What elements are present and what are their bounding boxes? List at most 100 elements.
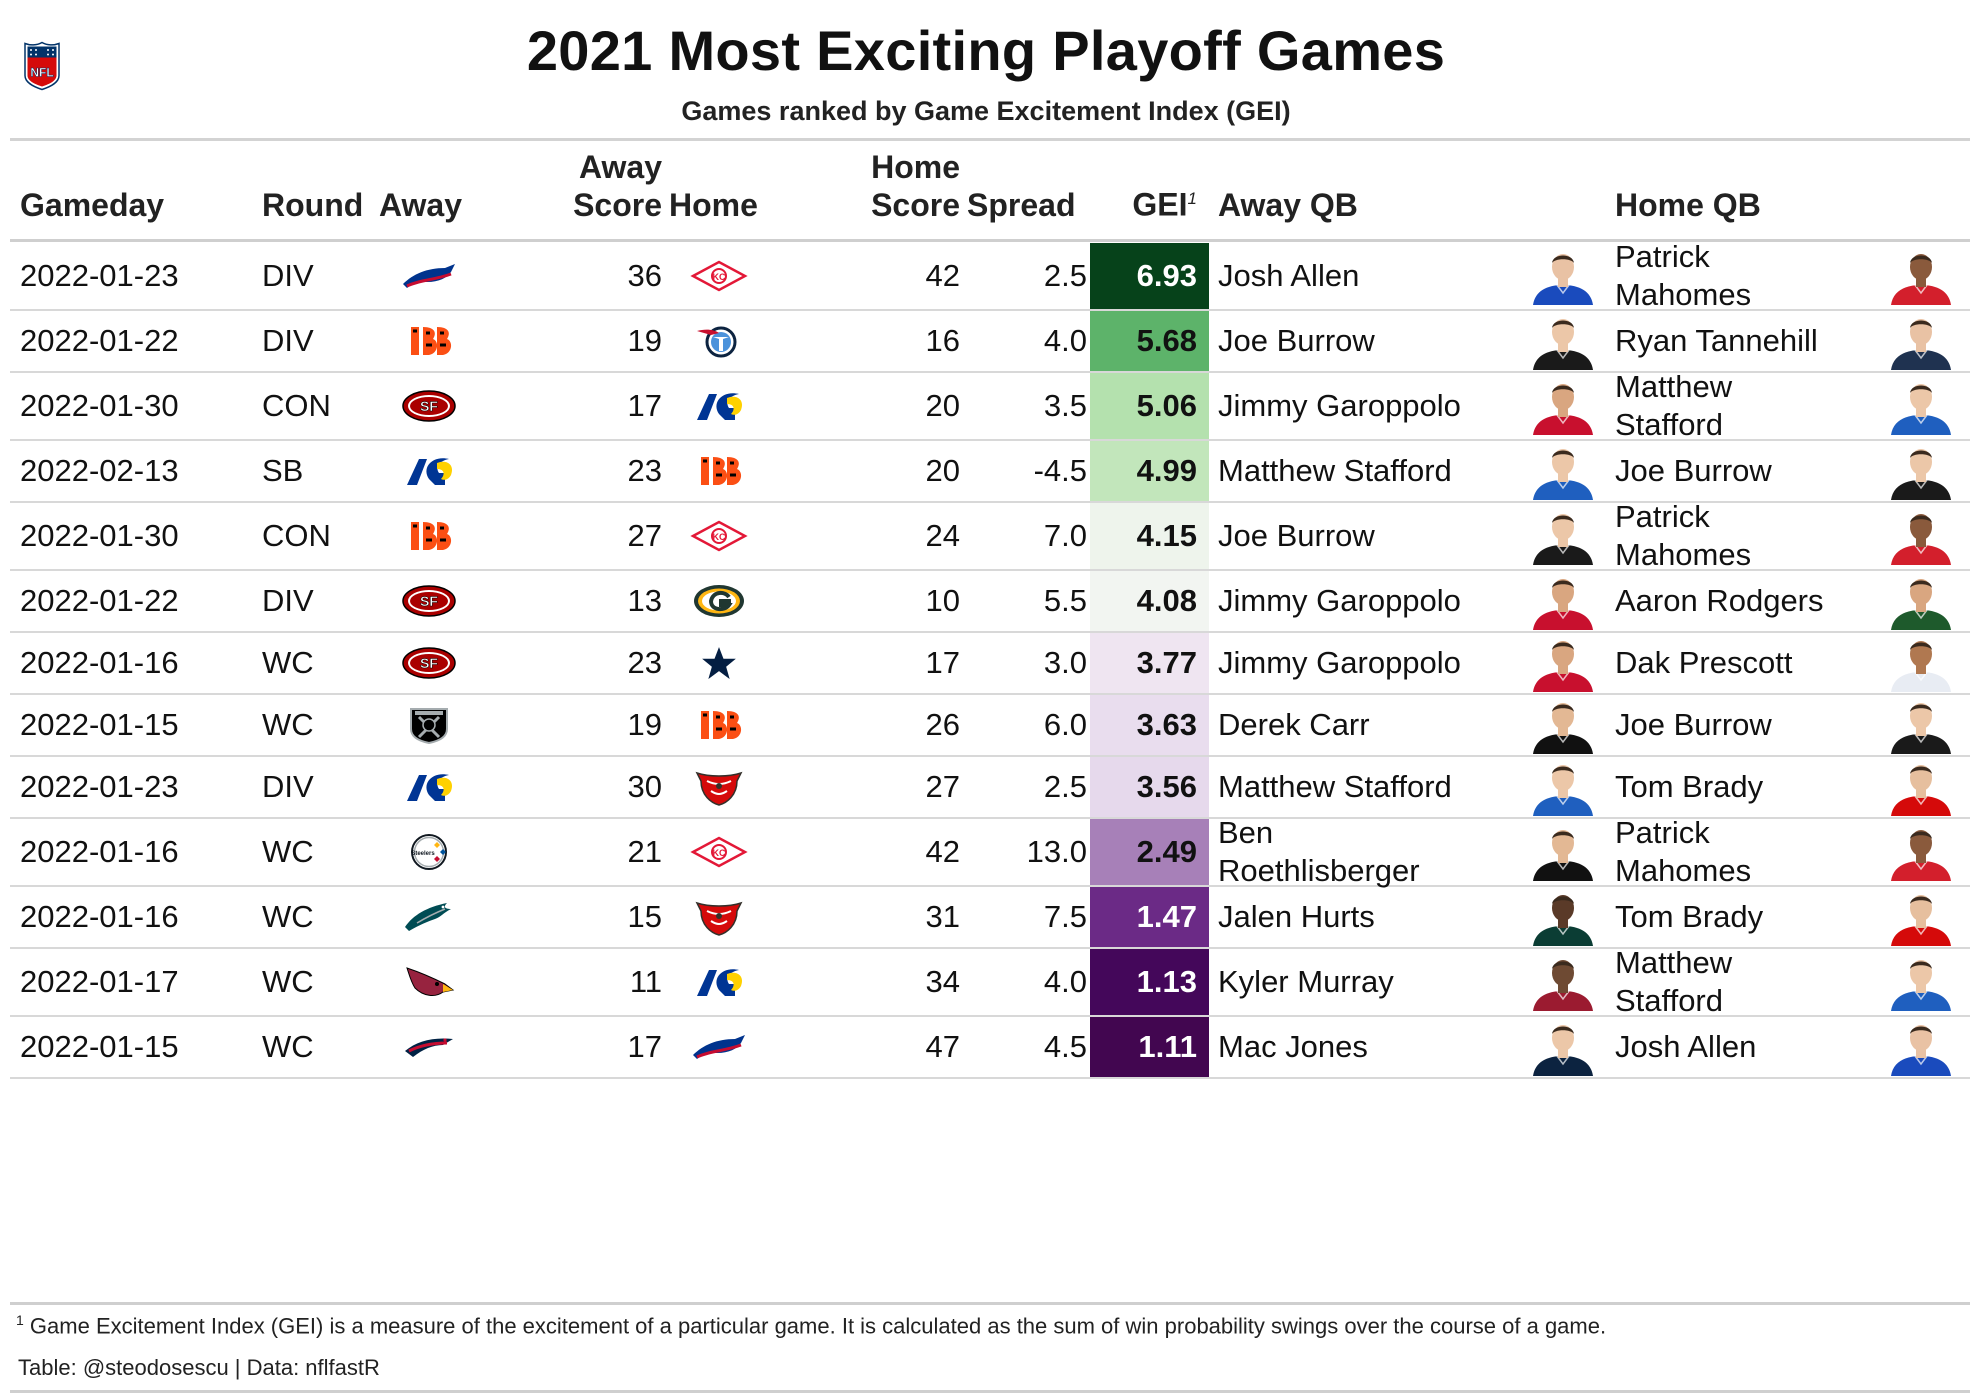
svg-text:SF: SF [420,655,438,671]
team-logo-icon: Steelers [411,834,447,870]
cell-home-qb: Josh Allen [1615,1017,1875,1077]
home-qb-name: Patrick Mahomes [1615,239,1752,312]
cell-away-score: 15 [627,899,662,934]
cell-away-score: 23 [627,453,662,488]
cell-gei: 5.68 [1090,311,1209,371]
cell-home-qb-photo [1876,503,1966,569]
cell-gameday: 2022-01-23 [20,769,179,804]
away-qb-name: Matthew Stafford [1218,453,1452,488]
cell-home-logo: KC [669,243,769,309]
table-row: 2022-01-30 CON SF 17 20 3.5 5.06 Jimmy Garoppol… [10,369,1970,442]
cell-away-logo [379,243,479,309]
cell-spread: 2.5 [1043,769,1087,804]
nfl-logo-text: NFL [30,66,53,80]
cell-home-qb-photo [1876,757,1966,817]
cell-home-logo [669,311,769,371]
cell-home-logo [669,757,769,817]
cell-away-qb: Matthew Stafford [1218,757,1518,817]
team-logo-icon [701,457,742,485]
team-logo-icon [695,901,743,936]
cell-home-qb: Patrick Mahomes [1615,815,1875,888]
player-headshot [1891,641,1951,692]
cell-away-score: 27 [627,518,662,553]
team-logo-icon [697,969,743,996]
cell-spread: 3.5 [1043,388,1087,423]
cell-home-qb: Tom Brady [1615,757,1875,817]
team-logo-icon [407,458,453,485]
cell-home-logo [669,571,769,631]
svg-text:Steelers: Steelers [411,851,435,857]
player-headshot [1533,765,1593,816]
cell-round: DIV [262,583,314,618]
cell-home-qb-photo [1876,1017,1966,1077]
player-headshot [1891,319,1951,370]
col-home: Home [669,187,758,223]
source-credit: Table: @steodosescu | Data: nflfastR [18,1355,380,1380]
cell-away-qb: Joe Burrow [1218,503,1518,569]
cell-away-qb-photo [1518,441,1608,501]
table-row: 2022-02-13 SB 23 20 -4.5 4.99 Matthew Stafford… [10,441,1970,503]
away-qb-name: Joe Burrow [1218,323,1375,358]
cell-home-qb-photo [1876,819,1966,885]
cell-away-qb-photo [1518,311,1608,371]
cell-away-logo [379,1017,479,1077]
home-qb-name: Matthew Stafford [1615,945,1733,1018]
cell-gameday: 2022-01-17 [20,964,179,999]
cell-away-qb-photo [1518,949,1608,1015]
col-away-qb: Away QB [1218,187,1358,223]
cell-home-qb: Dak Prescott [1615,633,1875,693]
cell-home-qb-photo [1876,243,1966,309]
cell-round: DIV [262,769,314,804]
cell-home-qb-photo [1876,311,1966,371]
table-row: 2022-01-22 DIV 19 16 4.0 5.68 Joe Burrow Ryan T… [10,311,1970,373]
team-logo-icon: SF [402,585,456,617]
team-logo-icon [694,585,744,617]
col-home-score: Home Score [871,149,960,223]
cell-away-qb-photo [1518,243,1608,309]
team-logo-icon [701,711,742,739]
cell-away-qb: Derek Carr [1218,695,1518,755]
team-logo-icon [697,326,737,358]
cell-gameday: 2022-01-15 [20,707,179,742]
cell-away-qb: Josh Allen [1218,243,1518,309]
away-qb-name: Kyler Murray [1218,964,1394,999]
cell-round: WC [262,1029,314,1064]
cell-away-qb-photo [1518,695,1608,755]
cell-away-score: 17 [627,1029,662,1064]
home-qb-name: Joe Burrow [1615,707,1772,742]
cell-spread: 7.5 [1043,899,1087,934]
cell-gei: 3.56 [1090,757,1209,817]
cell-away-qb-photo [1518,757,1608,817]
col-round: Round [262,187,364,223]
player-headshot [1533,319,1593,370]
cell-round: WC [262,645,314,680]
team-logo-icon: SF [402,647,456,679]
cell-home-qb: Tom Brady [1615,887,1875,947]
header-rule [10,239,1970,242]
team-logo-icon [411,327,452,355]
player-headshot [1533,703,1593,754]
away-qb-name: Jalen Hurts [1218,899,1375,934]
cell-home-qb-photo [1876,441,1966,501]
cell-away-score: 23 [627,645,662,680]
cell-home-score: 42 [925,258,960,293]
player-headshot [1891,1025,1951,1076]
away-qb-name: Ben Roethlisberger [1218,815,1420,888]
team-logo-icon: SF [402,390,456,422]
cell-away-qb: Joe Burrow [1218,311,1518,371]
cell-home-qb-photo [1876,571,1966,631]
svg-text:KC: KC [713,848,726,858]
svg-text:KC: KC [713,272,726,282]
table-bottom-rule [10,1302,1970,1305]
cell-gei: 1.13 [1090,949,1209,1015]
cell-home-logo [669,949,769,1015]
cell-away-score: 13 [627,583,662,618]
cell-home-score: 42 [925,834,960,869]
title-rule [10,138,1970,141]
team-logo-icon: KC [690,260,748,292]
team-logo-icon [405,903,451,931]
cell-round: WC [262,899,314,934]
svg-text:SF: SF [420,398,438,414]
cell-home-score: 20 [925,453,960,488]
table-row: 2022-01-15 WC 19 26 6.0 3.63 Derek Carr Joe Bur… [10,695,1970,757]
